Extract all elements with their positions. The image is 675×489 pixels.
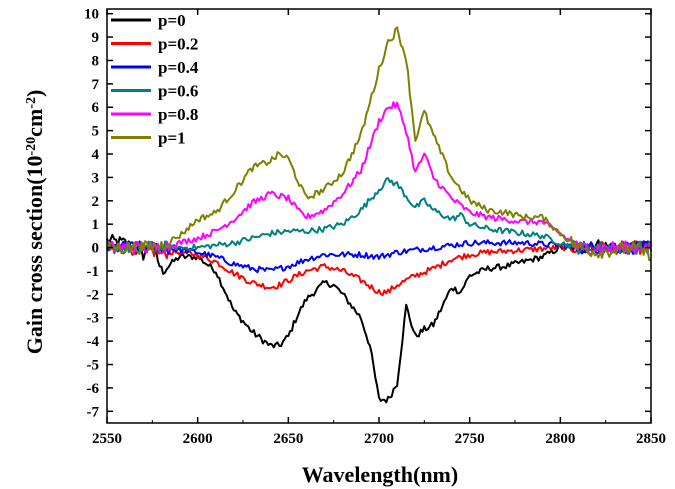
y-tick-label: 5 xyxy=(92,124,100,140)
legend-label: p=0.6 xyxy=(158,82,198,101)
x-axis-title: Wavelength(nm) xyxy=(302,462,458,487)
y-tick-label: 1 xyxy=(92,217,100,233)
x-tick-label: 2600 xyxy=(183,431,213,447)
y-axis-title-mid: cm xyxy=(22,109,47,137)
y-tick-label: -1 xyxy=(87,264,100,280)
x-tick-label: 2550 xyxy=(92,431,122,447)
y-tick-label: -7 xyxy=(87,404,100,420)
series-line-0 xyxy=(106,233,652,404)
y-tick-label: 3 xyxy=(92,170,100,186)
y-tick-label: 4 xyxy=(92,147,100,163)
y-axis-title: Gain cross section(10-20cm-2) xyxy=(22,90,47,355)
axes: 2550 2600 2650 2700 2750 2800 2850-7-6-5-4-3-2… xyxy=(84,7,666,447)
x-tick-label: 2850 xyxy=(636,431,666,447)
legend-label: p=0.4 xyxy=(158,58,199,77)
x-tick-label: 2650 xyxy=(273,431,303,447)
y-axis-title-sup1: -20 xyxy=(24,137,39,156)
y-tick-label: -2 xyxy=(87,287,100,303)
y-tick-label: 2 xyxy=(92,194,100,210)
y-tick-label: -3 xyxy=(87,311,100,327)
x-tick-label: 2700 xyxy=(364,431,394,447)
y-tick-label: 10 xyxy=(84,7,99,23)
y-tick-label: 0 xyxy=(92,241,100,257)
series-line-3 xyxy=(106,177,652,255)
plot-area xyxy=(106,26,652,404)
y-tick-label: -4 xyxy=(87,334,100,350)
y-tick-label: 7 xyxy=(92,77,100,93)
y-tick-label: -5 xyxy=(87,358,100,374)
y-tick-label: 8 xyxy=(92,53,100,69)
x-tick-label: 2800 xyxy=(545,431,575,447)
legend-label: p=0.2 xyxy=(158,35,198,54)
legend: p=0 p=0.2 p=0.4 p=0.6 p=0.8 p=1 xyxy=(111,11,199,148)
y-tick-label: 6 xyxy=(92,100,100,116)
series-line-5 xyxy=(106,26,652,262)
legend-label: p=0.8 xyxy=(158,105,198,124)
y-axis-title-main: Gain cross section(10 xyxy=(22,155,47,354)
y-tick-label: 9 xyxy=(92,30,100,46)
y-axis-title-sup2: -2 xyxy=(24,97,39,109)
legend-label: p=1 xyxy=(158,129,186,148)
y-axis-title-end: ) xyxy=(22,90,47,97)
series-line-4 xyxy=(106,101,652,255)
legend-label: p=0 xyxy=(158,11,186,30)
y-tick-label: -6 xyxy=(87,381,100,397)
x-tick-label: 2750 xyxy=(455,431,485,447)
